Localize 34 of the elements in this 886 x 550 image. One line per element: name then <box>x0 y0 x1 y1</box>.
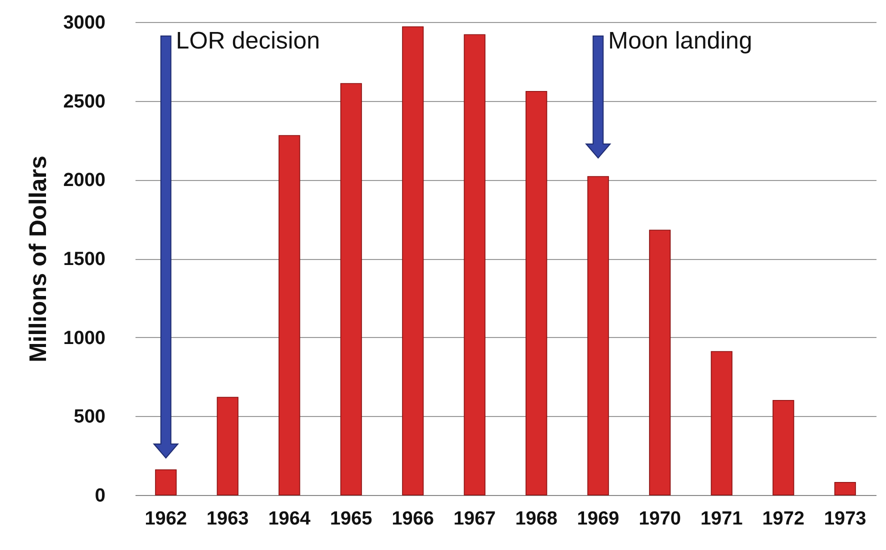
x-tick-label: 1973 <box>824 508 866 530</box>
bar <box>834 482 856 496</box>
x-tick-label: 1963 <box>206 508 249 530</box>
y-tick-label: 1000 <box>63 328 106 349</box>
y-axis-title: Millions of Dollars <box>25 156 52 362</box>
x-tick-label: 1962 <box>144 508 188 530</box>
bar <box>587 176 609 496</box>
bar <box>402 26 424 496</box>
x-tick-label: 1969 <box>576 508 620 530</box>
x-tick-label: 1972 <box>762 508 805 530</box>
bar <box>155 469 177 496</box>
bar <box>649 230 671 496</box>
y-tick-label: 2000 <box>63 170 106 192</box>
bar <box>216 396 238 496</box>
x-tick-label: 1966 <box>392 508 434 530</box>
x-tick-label: 1968 <box>515 508 558 530</box>
annotation: LOR decision <box>176 27 320 54</box>
x-tick-label: 1971 <box>700 508 744 530</box>
y-tick-label: 500 <box>74 406 106 428</box>
y-tick-label: 3000 <box>63 12 106 34</box>
bar <box>278 135 300 496</box>
y-tick-label: 0 <box>94 486 106 506</box>
bar <box>464 34 486 496</box>
y-tick-label: 1500 <box>63 249 106 270</box>
x-tick-label: 1967 <box>453 508 496 530</box>
x-tick-label: 1970 <box>638 508 682 530</box>
bar <box>340 83 362 496</box>
y-tick-label: 2500 <box>63 91 106 112</box>
annotation: Moon landing <box>608 27 752 54</box>
x-tick-label: 1964 <box>268 508 311 530</box>
x-tick-label: 1965 <box>330 508 373 530</box>
bar <box>772 400 794 496</box>
bar <box>710 351 732 496</box>
bar <box>526 90 548 496</box>
